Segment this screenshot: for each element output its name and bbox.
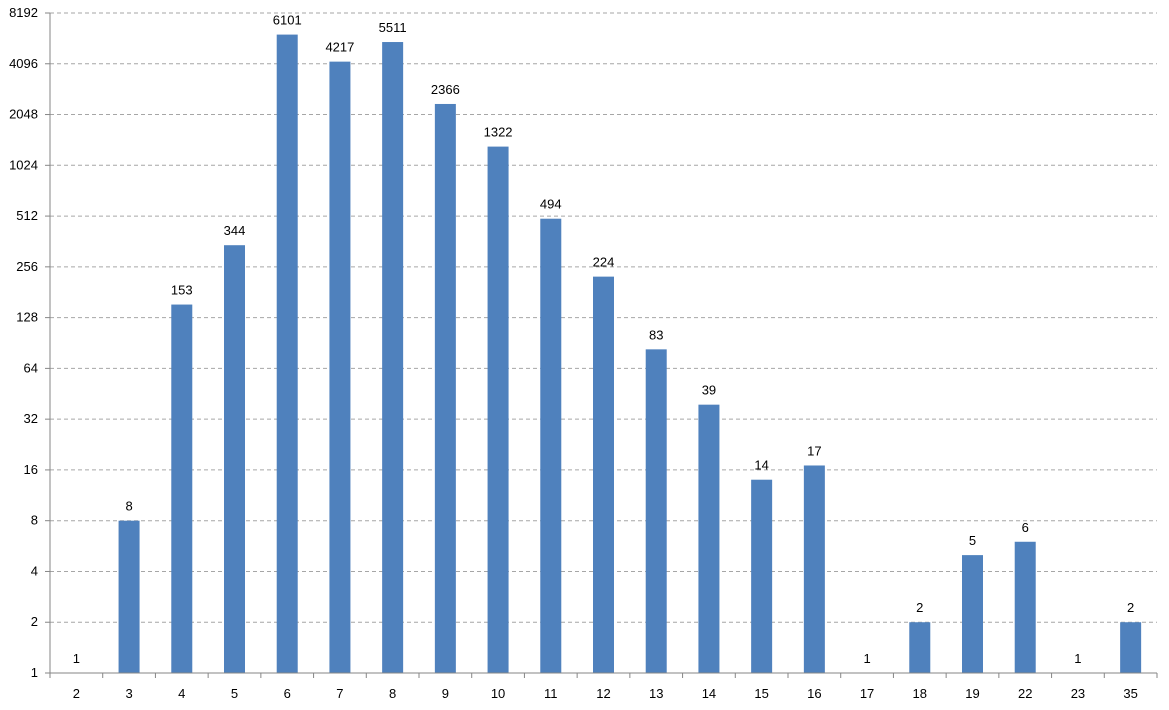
y-tick-label: 8192 <box>9 5 38 20</box>
data-label: 1322 <box>484 125 513 140</box>
data-label: 5 <box>969 533 976 548</box>
x-tick-label: 14 <box>702 686 716 701</box>
y-tick-label: 128 <box>16 310 38 325</box>
x-tick-label: 22 <box>1018 686 1032 701</box>
data-label: 5511 <box>379 20 407 35</box>
x-tick-label: 4 <box>178 686 185 701</box>
x-tick-label: 35 <box>1123 686 1137 701</box>
data-label: 6101 <box>273 13 302 28</box>
y-tick-labels: 1 2 4 8 16 32 64 128 256 512 1024 2048 4096 8192 <box>9 5 38 680</box>
bar <box>645 349 667 673</box>
axes <box>45 12 1158 678</box>
data-label: 2 <box>1127 600 1134 615</box>
x-tick-label: 6 <box>284 686 291 701</box>
x-tick-label: 10 <box>491 686 505 701</box>
x-tick-label: 9 <box>442 686 449 701</box>
bar <box>698 404 720 673</box>
bars <box>118 34 1142 674</box>
data-label: 1 <box>73 651 80 666</box>
bar <box>593 276 614 673</box>
bar <box>171 304 193 673</box>
y-tick-label: 1 <box>31 665 38 680</box>
x-tick-label: 2 <box>73 686 80 701</box>
data-label: 8 <box>125 499 132 514</box>
data-label: 83 <box>649 327 663 342</box>
data-label: 1 <box>1074 651 1081 666</box>
x-tick-label: 7 <box>336 686 343 701</box>
data-label: 14 <box>754 458 768 473</box>
y-tick-label: 1024 <box>9 157 38 172</box>
x-tick-labels: 2 3 4 5 6 7 8 9 10 11 12 13 14 15 16 17 18 19 22 23 35 <box>73 686 1138 701</box>
x-tick-label: 18 <box>913 686 927 701</box>
data-label: 153 <box>171 283 193 298</box>
y-tick-label: 2048 <box>9 107 38 122</box>
bar <box>1120 622 1142 673</box>
bar <box>329 61 351 674</box>
y-tick-label: 512 <box>16 208 38 223</box>
data-label: 2366 <box>431 82 460 97</box>
y-tick-label: 32 <box>24 411 38 426</box>
x-tick-label: 5 <box>231 686 238 701</box>
y-tick-label: 2 <box>31 614 38 629</box>
x-tick-label: 15 <box>754 686 768 701</box>
bar <box>803 465 825 673</box>
bar <box>962 555 983 673</box>
y-tick-label: 4 <box>31 563 38 578</box>
data-label: 2 <box>916 600 923 615</box>
y-tick-label: 4096 <box>9 56 38 71</box>
data-labels: 1 8 153 344 6101 4217 5511 2366 1322 494 224 83 39 14… <box>73 13 1135 666</box>
bar <box>1014 541 1036 673</box>
bar <box>276 34 298 673</box>
x-tick-label: 17 <box>860 686 874 701</box>
bar <box>909 622 931 673</box>
x-tick-label: 23 <box>1071 686 1085 701</box>
bar <box>382 42 404 673</box>
data-label: 344 <box>224 223 246 238</box>
y-tick-label: 16 <box>24 462 38 477</box>
x-tick-label: 19 <box>965 686 979 701</box>
data-label: 494 <box>540 197 562 212</box>
data-label: 224 <box>593 255 615 270</box>
y-tick-label: 8 <box>31 513 38 528</box>
data-label: 6 <box>1022 520 1029 535</box>
data-label: 4217 <box>325 40 354 55</box>
data-label: 17 <box>807 443 821 458</box>
y-tick-label: 64 <box>24 360 38 375</box>
x-tick-label: 8 <box>389 686 396 701</box>
x-tick-label: 16 <box>807 686 821 701</box>
bar <box>487 146 509 674</box>
data-label: 1 <box>863 651 870 666</box>
y-tick-label: 256 <box>16 259 38 274</box>
bar <box>751 479 773 673</box>
bar <box>118 520 140 673</box>
x-tick-label: 3 <box>125 686 132 701</box>
data-label: 39 <box>702 383 716 398</box>
bar <box>540 218 562 673</box>
x-tick-label: 13 <box>649 686 663 701</box>
x-tick-label: 11 <box>544 686 558 701</box>
bar <box>224 245 245 673</box>
bar <box>434 103 456 674</box>
x-tick-label: 12 <box>596 686 610 701</box>
